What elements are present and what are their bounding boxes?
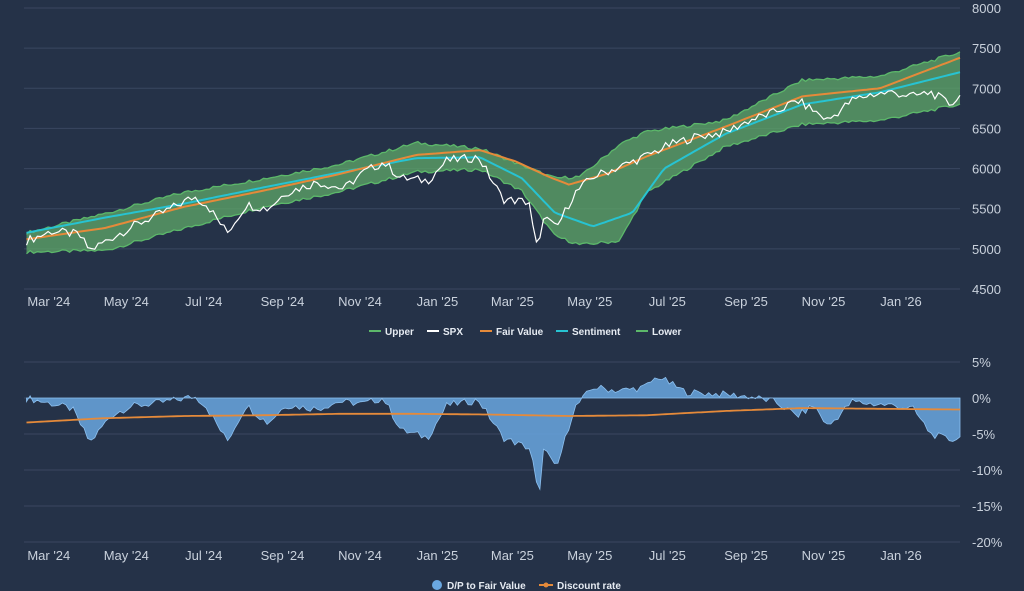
legend-item-discount-rate[interactable]: Discount rate <box>539 581 621 591</box>
top-y-tick-label: 5500 <box>972 202 1001 217</box>
top-x-tick-label: Jul '24 <box>185 294 222 309</box>
series-line-spx <box>25 89 961 250</box>
bottom-y-tick-label: -10% <box>972 463 1003 478</box>
legend-item-spx[interactable]: SPX <box>427 327 463 338</box>
bottom-x-tick-label: Jan '26 <box>880 548 922 563</box>
top-y-tick-label: 6500 <box>972 121 1001 136</box>
bottom-x-tick-label: Mar '25 <box>491 548 534 563</box>
bottom-y-tick-label: -5% <box>972 427 996 442</box>
bottom-y-tick-label: 0% <box>972 391 991 406</box>
top-y-tick-label: 8000 <box>972 1 1001 16</box>
legend-label: Lower <box>652 327 682 338</box>
top-y-tick-label: 5000 <box>972 242 1001 257</box>
top-y-axis: 8000 7500 7000 6500 6000 5500 5000 4500 <box>972 1 1001 297</box>
top-x-tick-label: May '25 <box>567 294 612 309</box>
legend-swatch <box>432 580 442 590</box>
series-area-dp-to-fair-value <box>26 376 961 491</box>
top-y-tick-label: 7000 <box>972 81 1001 96</box>
bottom-x-tick-label: Jul '24 <box>185 548 222 563</box>
top-x-tick-label: Jan '25 <box>417 294 459 309</box>
legend-item-fair-value[interactable]: Fair Value <box>480 327 544 338</box>
bottom-x-tick-label: Jul '25 <box>649 548 686 563</box>
bottom-x-tick-label: Jan '25 <box>417 548 459 563</box>
top-x-tick-label: May '24 <box>104 294 149 309</box>
legend-label: Discount rate <box>557 581 621 591</box>
band-fill <box>26 51 960 254</box>
top-y-tick-label: 6000 <box>972 162 1001 177</box>
top-plot-area <box>25 51 961 255</box>
bottom-x-tick-label: May '24 <box>104 548 149 563</box>
top-y-tick-label: 4500 <box>972 282 1001 297</box>
legend-swatch-marker <box>543 582 549 588</box>
bottom-y-tick-label: 5% <box>972 355 991 370</box>
bottom-y-tick-label: -20% <box>972 535 1003 550</box>
bottom-y-tick-label: -15% <box>972 499 1003 514</box>
bottom-x-tick-label: Sep '24 <box>261 548 305 563</box>
series-line-lower <box>26 103 961 255</box>
legend-label: Sentiment <box>572 327 621 338</box>
bottom-plot-area <box>26 376 961 491</box>
bottom-chart: 5% 0% -5% -10% -15% -20% Mar '24 May '24 Jul '2… <box>24 355 1003 591</box>
legend-label: Upper <box>385 327 414 338</box>
legend-label: Fair Value <box>496 327 544 338</box>
top-y-tick-label: 7500 <box>972 41 1001 56</box>
bottom-y-axis: 5% 0% -5% -10% -15% -20% <box>972 355 1003 550</box>
legend-item-sentiment[interactable]: Sentiment <box>556 327 621 338</box>
bottom-x-tick-label: Mar '24 <box>27 548 70 563</box>
legend-label: D/P to Fair Value <box>447 581 526 591</box>
bottom-x-tick-label: Sep '25 <box>724 548 768 563</box>
top-x-tick-label: Mar '24 <box>27 294 70 309</box>
top-x-tick-label: Sep '25 <box>724 294 768 309</box>
series-line-discount-rate <box>26 407 960 424</box>
top-x-tick-label: Sep '24 <box>261 294 305 309</box>
top-chart: 8000 7500 7000 6500 6000 5500 5000 4500 Mar '24… <box>24 1 1001 338</box>
bottom-legend: D/P to Fair Value Discount rate <box>432 580 621 591</box>
top-x-tick-label: Nov '24 <box>338 294 382 309</box>
bottom-x-tick-label: May '25 <box>567 548 612 563</box>
bottom-x-axis: Mar '24 May '24 Jul '24 Sep '24 Nov '24 Jan '… <box>27 548 921 563</box>
top-gridlines <box>24 7 960 290</box>
top-x-tick-label: Jul '25 <box>649 294 686 309</box>
legend-item-lower[interactable]: Lower <box>636 327 682 338</box>
bottom-x-tick-label: Nov '25 <box>802 548 846 563</box>
top-x-tick-label: Nov '25 <box>802 294 846 309</box>
bottom-gridlines <box>24 361 960 543</box>
top-x-tick-label: Jan '26 <box>880 294 922 309</box>
top-legend: Upper SPX Fair Value Sentiment Lower <box>369 327 682 338</box>
bottom-x-tick-label: Nov '24 <box>338 548 382 563</box>
legend-label: SPX <box>443 327 463 338</box>
legend-item-upper[interactable]: Upper <box>369 327 414 338</box>
legend-item-dp-to-fair-value[interactable]: D/P to Fair Value <box>432 580 526 591</box>
top-x-tick-label: Mar '25 <box>491 294 534 309</box>
series-line-fair-value <box>26 56 961 241</box>
top-x-axis: Mar '24 May '24 Jul '24 Sep '24 Nov '24 Jan '… <box>27 294 921 309</box>
